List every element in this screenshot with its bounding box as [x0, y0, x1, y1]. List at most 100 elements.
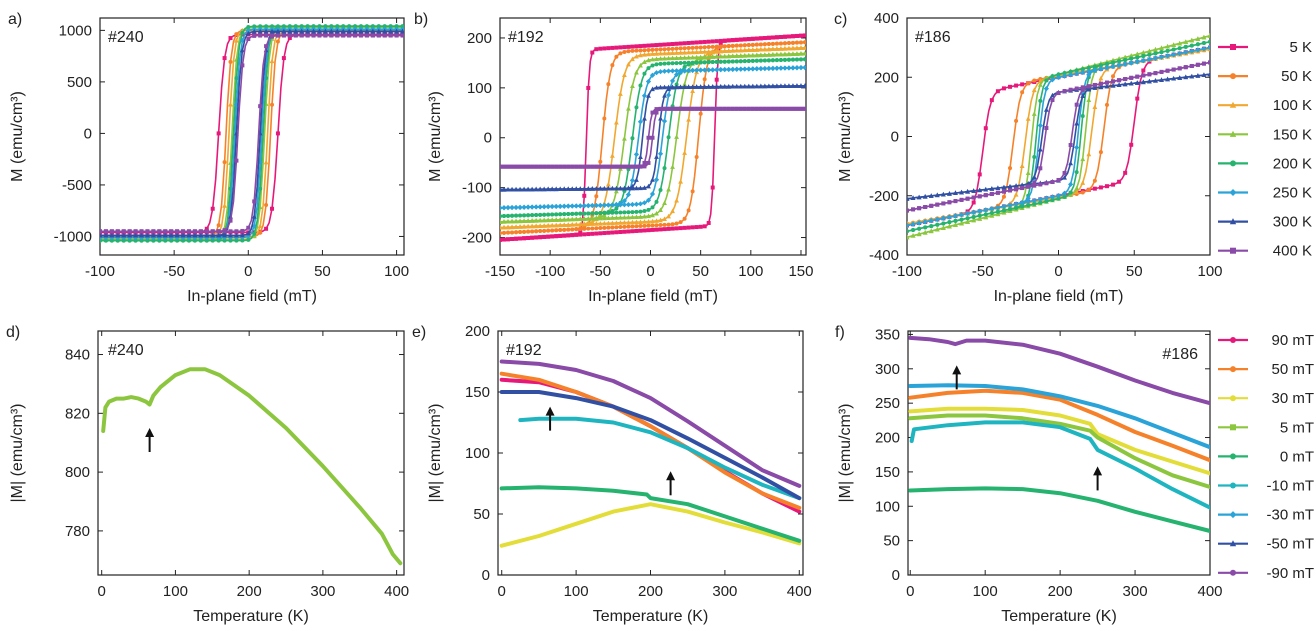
data-point — [163, 238, 168, 243]
data-point — [622, 229, 627, 234]
data-point — [323, 24, 328, 29]
data-point — [965, 219, 970, 224]
data-point — [694, 45, 699, 50]
data-point — [630, 56, 635, 62]
data-point — [1207, 71, 1210, 77]
data-point — [694, 84, 700, 89]
data-point — [682, 150, 688, 155]
data-point — [1117, 59, 1122, 64]
data-point — [798, 40, 803, 45]
data-point — [642, 228, 647, 233]
plot-frame — [99, 17, 405, 256]
data-point — [586, 164, 591, 169]
panel-label: b) — [414, 11, 428, 28]
data-point — [786, 34, 791, 39]
data-point — [618, 45, 623, 50]
data-point — [750, 66, 756, 72]
data-point — [983, 207, 989, 213]
data-point — [710, 185, 715, 190]
data-point — [341, 33, 346, 38]
data-point — [270, 206, 275, 211]
series--90mT — [908, 335, 1210, 406]
data-point — [798, 65, 804, 71]
data-point — [690, 67, 696, 73]
data-point — [1159, 50, 1164, 55]
y-tick-label: -200 — [462, 230, 492, 247]
y-tick-label: 0 — [84, 125, 92, 142]
data-point — [613, 201, 619, 208]
data-point — [204, 238, 209, 243]
data-point — [598, 46, 603, 51]
legend-marker — [1229, 189, 1237, 196]
y-axis-label: |M| (emu/cm³) — [837, 404, 854, 503]
data-point — [650, 218, 655, 224]
data-point — [186, 229, 191, 234]
data-point — [538, 164, 543, 169]
data-point — [1007, 184, 1013, 189]
data-point — [790, 40, 795, 45]
data-point — [786, 65, 792, 71]
data-point — [585, 216, 591, 221]
legend-entry: -10 mT — [1218, 478, 1314, 495]
data-point — [1129, 75, 1134, 80]
data-point — [582, 193, 587, 198]
data-point — [573, 203, 579, 209]
data-point — [630, 210, 635, 215]
data-point — [570, 227, 575, 232]
plot-area — [907, 33, 1210, 240]
data-point — [746, 37, 751, 42]
y-tick-label: 100 — [467, 80, 492, 97]
data-point — [690, 225, 695, 230]
data-point — [678, 41, 683, 46]
data-point — [778, 106, 783, 111]
data-point — [1031, 111, 1037, 116]
data-point — [263, 58, 269, 64]
data-point — [565, 186, 571, 191]
data-point — [245, 30, 251, 36]
data-point — [605, 202, 611, 208]
y-tick-label: 50 — [473, 506, 490, 523]
data-point — [686, 60, 691, 65]
data-point — [941, 201, 946, 206]
data-point — [746, 52, 752, 58]
data-point — [714, 67, 720, 73]
data-point — [642, 59, 647, 64]
data-point — [626, 105, 631, 111]
data-point — [509, 224, 515, 230]
data-point — [502, 213, 507, 218]
data-point — [710, 54, 716, 59]
data-point — [258, 230, 263, 235]
data-point — [364, 28, 370, 34]
data-point — [1050, 74, 1055, 79]
data-point — [582, 164, 587, 169]
data-point — [1134, 51, 1140, 57]
panel-c: -100 -50 0 50 100 -400 -200 0 200 400 In-plane fie… — [834, 10, 1223, 305]
data-point — [646, 213, 651, 219]
data-point — [1189, 37, 1195, 43]
data-point — [1201, 34, 1207, 40]
data-point — [698, 60, 703, 65]
data-point — [706, 84, 712, 89]
series-250K — [100, 26, 404, 241]
legend-marker — [1229, 130, 1237, 137]
series-50mT — [499, 371, 802, 510]
data-point — [674, 221, 679, 226]
series-30mT — [908, 406, 1210, 476]
data-point — [530, 213, 535, 218]
data-point — [718, 106, 723, 111]
data-point — [538, 212, 543, 217]
data-point — [1171, 47, 1176, 52]
x-tick-label: 50 — [314, 263, 331, 280]
data-point — [610, 164, 615, 169]
data-point — [222, 56, 227, 61]
data-point — [802, 57, 806, 62]
data-point — [738, 47, 744, 53]
data-point — [798, 106, 803, 111]
data-point — [734, 83, 740, 89]
data-point — [252, 231, 257, 236]
data-point — [534, 213, 539, 218]
data-point — [1195, 47, 1201, 53]
y-axis-label: |M| (emu/cm³) — [9, 404, 26, 503]
data-point — [323, 28, 328, 34]
data-point — [698, 54, 704, 60]
